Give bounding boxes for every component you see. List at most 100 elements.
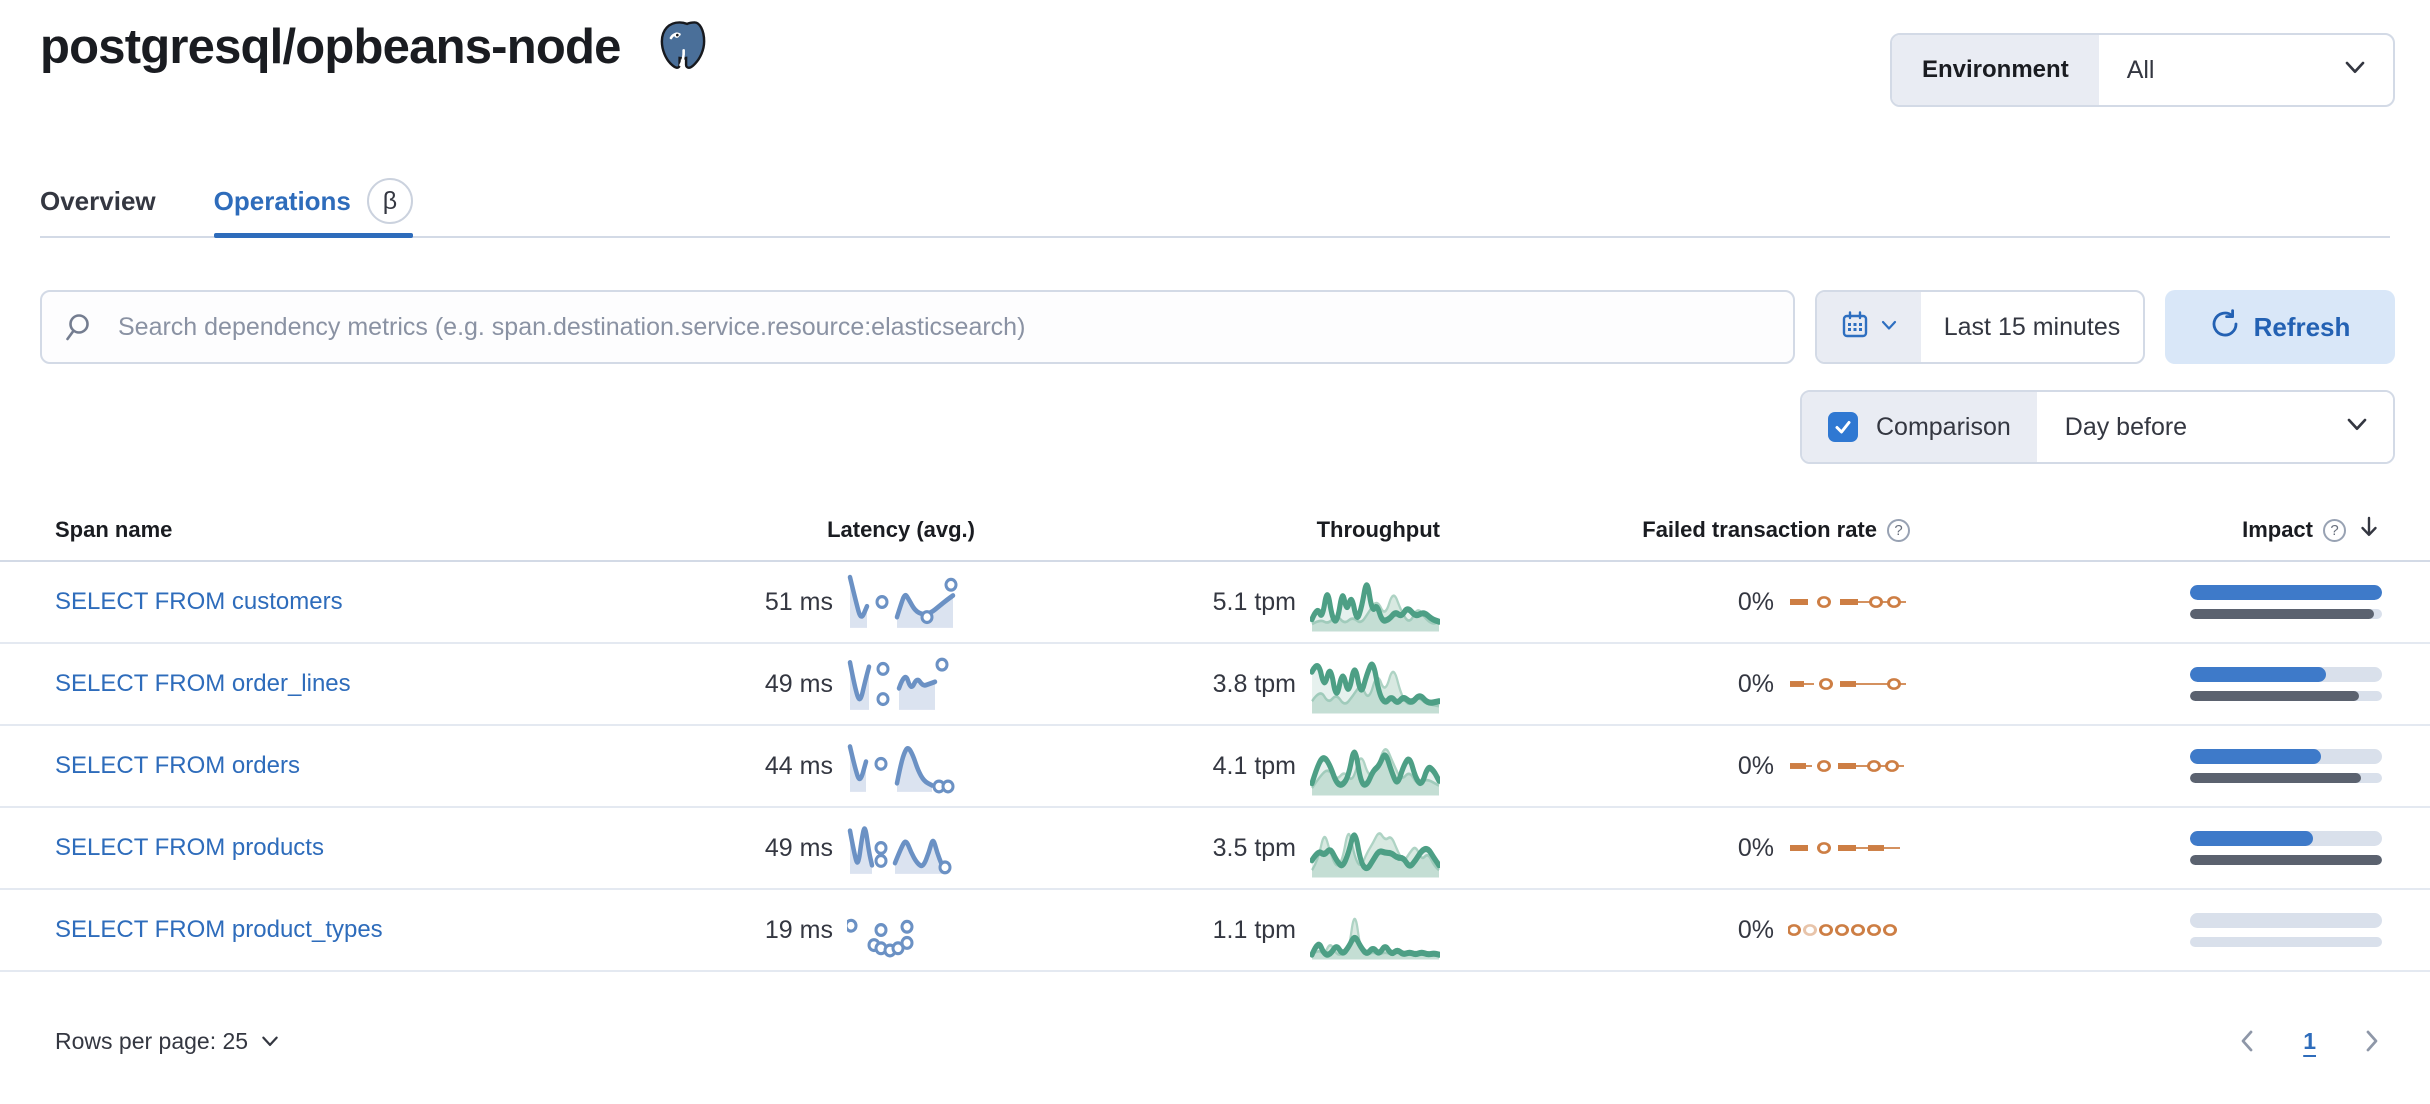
info-icon[interactable]: ? [2323, 518, 2346, 542]
tab-overview-label: Overview [40, 185, 156, 216]
table-header-row: Span name Latency (avg.) Throughput Fail… [0, 500, 2430, 562]
time-picker: Last 15 minutes [1815, 290, 2145, 364]
impact-bars [2190, 913, 2382, 947]
throughput-value: 3.5 tpm [1212, 833, 1296, 862]
table-row: SELECT FROM products 49 ms 3.5 tpm 0% [0, 808, 2430, 890]
failed-rate-sparkline [1788, 580, 1910, 624]
table-row: SELECT FROM order_lines 49 ms 3.8 tpm 0% [0, 644, 2430, 726]
span-name-link[interactable]: SELECT FROM product_types [55, 916, 383, 943]
chevron-down-icon [2343, 55, 2367, 86]
chevron-down-icon [1880, 316, 1898, 339]
latency-value: 19 ms [764, 915, 833, 944]
impact-bars [2190, 585, 2382, 619]
failed-rate-value: 0% [1737, 669, 1774, 698]
column-failed-rate[interactable]: Failed transaction rate ? [1440, 517, 1910, 543]
impact-previous-bar [2190, 773, 2361, 783]
impact-bars [2190, 831, 2382, 865]
throughput-sparkline [1310, 570, 1440, 634]
latency-value: 49 ms [764, 669, 833, 698]
calendar-icon [1840, 310, 1870, 345]
failed-rate-value: 0% [1737, 751, 1774, 780]
tab-bar: Overview Operations β [40, 166, 2390, 238]
rows-per-page-label: Rows per page: 25 [55, 1027, 249, 1054]
rows-per-page-button[interactable]: Rows per page: 25 [55, 1028, 280, 1055]
search-input[interactable] [40, 290, 1795, 364]
column-span-name: Span name [55, 517, 173, 542]
latency-value: 44 ms [764, 751, 833, 780]
latency-sparkline [847, 902, 975, 958]
impact-current-bar [2190, 585, 2382, 600]
span-name-link[interactable]: SELECT FROM products [55, 834, 324, 861]
time-range-value[interactable]: Last 15 minutes [1943, 312, 2121, 341]
refresh-icon [2210, 308, 2240, 346]
impact-current-bar [2190, 831, 2313, 846]
refresh-label: Refresh [2253, 311, 2351, 342]
throughput-sparkline [1310, 734, 1440, 798]
chevron-down-icon [2345, 412, 2369, 443]
throughput-value: 1.1 tpm [1212, 915, 1296, 944]
throughput-value: 4.1 tpm [1212, 751, 1296, 780]
page-number[interactable]: 1 [2303, 1027, 2316, 1054]
column-impact[interactable]: Impact ? [1910, 514, 2382, 546]
impact-previous-bar [2190, 691, 2359, 701]
pagination: 1 [2231, 1024, 2388, 1058]
table-row: SELECT FROM customers 51 ms 5.1 tpm 0% [0, 562, 2430, 644]
impact-current-bar [2190, 667, 2327, 682]
tab-operations[interactable]: Operations β [213, 166, 414, 238]
sort-arrow-down-icon [2356, 514, 2382, 546]
refresh-button[interactable]: Refresh [2165, 290, 2395, 364]
operations-table: Span name Latency (avg.) Throughput Fail… [0, 500, 2430, 972]
comparison-select[interactable]: Day before [2036, 392, 2393, 462]
column-latency[interactable]: Latency (avg.) [827, 517, 975, 542]
throughput-sparkline [1310, 652, 1440, 716]
failed-rate-sparkline [1788, 826, 1910, 870]
page-header: postgresql/opbeans-node [40, 18, 709, 77]
environment-select[interactable]: Environment All [1890, 33, 2395, 107]
table-row: SELECT FROM orders 44 ms 4.1 tpm 0% [0, 726, 2430, 808]
impact-bars [2190, 667, 2382, 701]
comparison-checkbox[interactable] [1828, 412, 1858, 442]
failed-rate-value: 0% [1737, 915, 1774, 944]
table-body: SELECT FROM customers 51 ms 5.1 tpm 0% [0, 562, 2430, 972]
latency-sparkline [847, 656, 975, 712]
latency-value: 49 ms [764, 833, 833, 862]
comparison-value: Day before [2064, 412, 2188, 441]
span-name-link[interactable]: SELECT FROM customers [55, 588, 343, 615]
throughput-sparkline [1310, 816, 1440, 880]
throughput-value: 5.1 tpm [1212, 587, 1296, 616]
next-page-button[interactable] [2354, 1024, 2388, 1058]
failed-rate-sparkline [1788, 662, 1910, 706]
environment-label: Environment [1892, 35, 2099, 105]
impact-previous-bar [2190, 855, 2382, 865]
comparison-label: Comparison [1876, 412, 2011, 441]
postgresql-icon [657, 18, 709, 77]
failed-rate-sparkline [1788, 744, 1910, 788]
environment-value: All [2126, 55, 2155, 84]
span-name-link[interactable]: SELECT FROM order_lines [55, 670, 351, 697]
throughput-sparkline [1310, 898, 1440, 962]
tab-overview[interactable]: Overview [40, 166, 156, 236]
latency-sparkline [847, 738, 975, 794]
tab-operations-label: Operations [213, 185, 351, 216]
latency-sparkline [847, 574, 975, 630]
table-footer: Rows per page: 25 1 [55, 1024, 2388, 1058]
impact-bars [2190, 749, 2382, 783]
failed-rate-value: 0% [1737, 833, 1774, 862]
page-title: postgresql/opbeans-node [40, 20, 621, 75]
throughput-value: 3.8 tpm [1212, 669, 1296, 698]
latency-sparkline [847, 820, 975, 876]
failed-rate-value: 0% [1737, 587, 1774, 616]
search-bar [40, 290, 1795, 364]
latency-value: 51 ms [764, 587, 833, 616]
span-name-link[interactable]: SELECT FROM orders [55, 752, 300, 779]
comparison-control: Comparison Day before [1800, 390, 2395, 464]
column-throughput[interactable]: Throughput [1316, 517, 1440, 542]
info-icon[interactable]: ? [1887, 518, 1910, 542]
search-icon [64, 311, 96, 348]
impact-previous-bar [2190, 609, 2375, 619]
previous-page-button[interactable] [2231, 1024, 2265, 1058]
comparison-checkbox-group[interactable]: Comparison [1802, 392, 2037, 462]
time-picker-calendar-button[interactable] [1817, 292, 1921, 362]
beta-badge: β [366, 178, 413, 224]
